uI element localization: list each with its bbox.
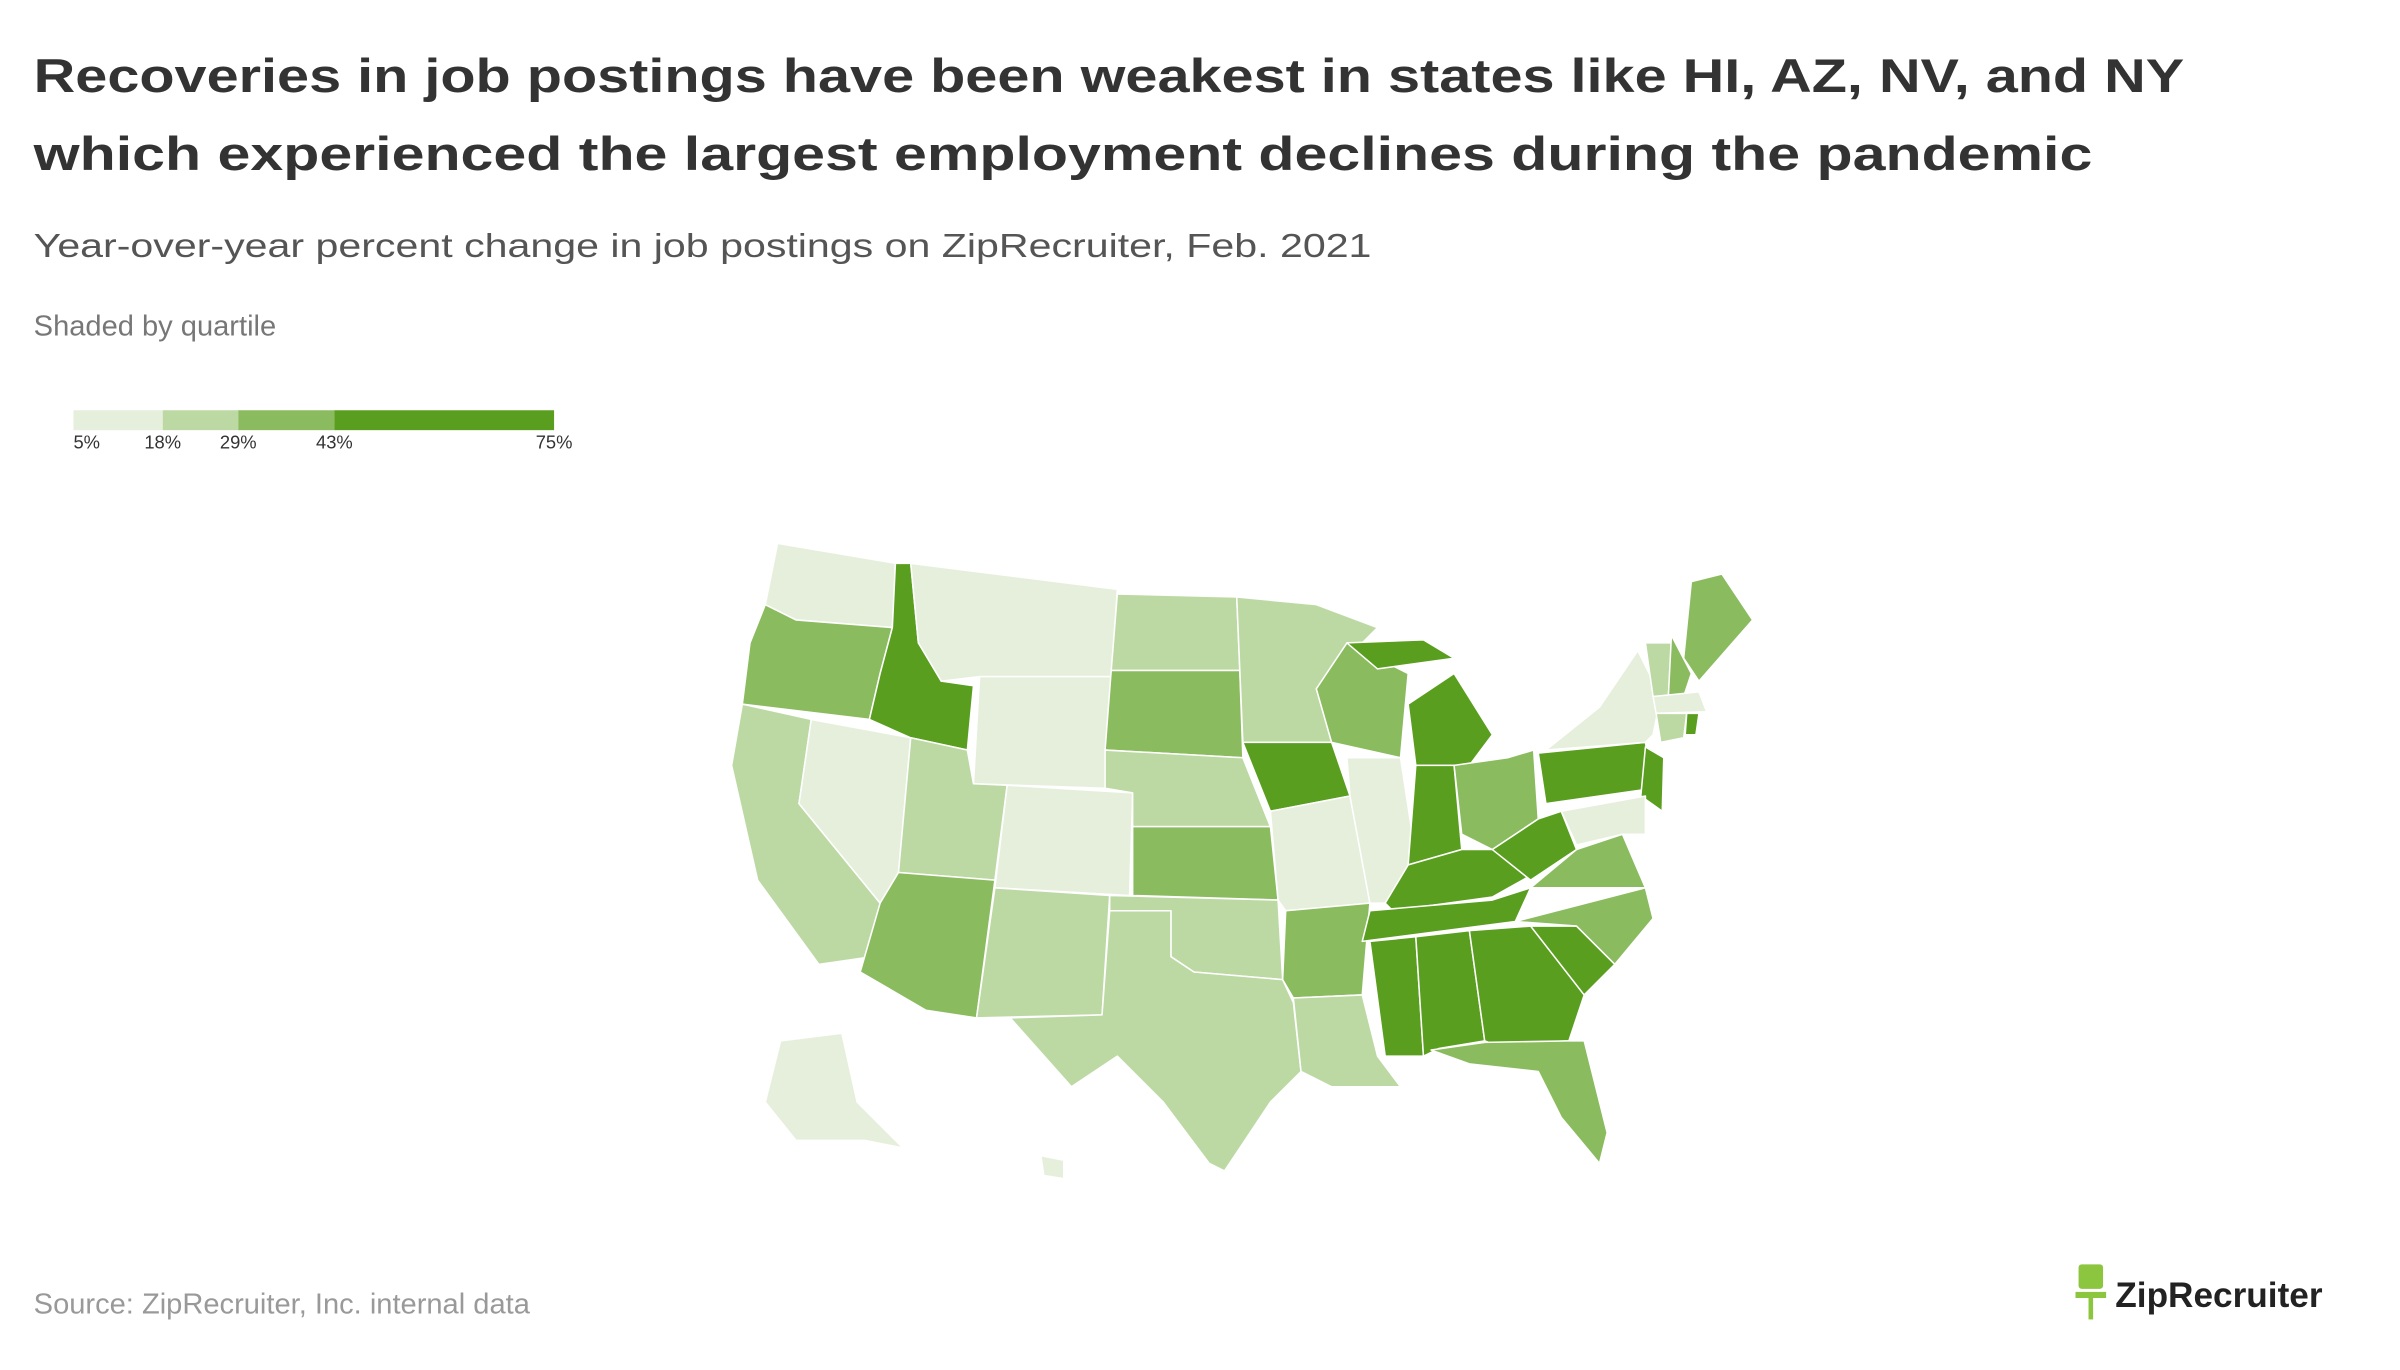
state xyxy=(1110,593,1241,672)
logo-icon xyxy=(2078,1264,2104,1289)
state xyxy=(1281,902,1371,999)
state xyxy=(1009,909,1302,1172)
source: Source: ZipRecruiter, Inc. internal data xyxy=(34,1288,531,1320)
legend-swatch xyxy=(238,410,335,431)
state xyxy=(1684,712,1700,736)
state xyxy=(1407,672,1494,767)
state xyxy=(859,871,996,1019)
state xyxy=(1104,669,1244,759)
state xyxy=(975,887,1111,1019)
state xyxy=(1640,746,1665,813)
legend-swatch xyxy=(162,410,239,431)
state xyxy=(1537,741,1654,805)
state xyxy=(1361,887,1532,943)
state xyxy=(1682,573,1754,682)
state xyxy=(1131,825,1279,901)
logo-icon xyxy=(2075,1291,2107,1299)
state xyxy=(1655,712,1688,744)
state xyxy=(1346,639,1455,670)
title-line: Recoveries in job postings have been wea… xyxy=(34,50,2185,103)
legend: 5% 18% 29% 43% 75% xyxy=(73,410,573,453)
legend-label: 43% xyxy=(316,432,353,453)
state xyxy=(1407,764,1463,866)
state xyxy=(1652,691,1708,715)
legend-swatch xyxy=(73,410,163,431)
note: Shaded by quartile xyxy=(34,310,276,342)
logo-text: ZipRecruiter xyxy=(2115,1276,2323,1315)
state xyxy=(1430,1040,1608,1165)
state xyxy=(1545,649,1662,751)
legend-label: 18% xyxy=(144,432,181,453)
title-line: which experienced the largest employment… xyxy=(32,128,2092,181)
state xyxy=(1369,936,1425,1057)
subtitle: Year-over-year percent change in job pos… xyxy=(34,228,1372,265)
legend-label: 75% xyxy=(536,432,573,453)
legend-label: 29% xyxy=(220,432,257,453)
state xyxy=(1514,887,1654,966)
state xyxy=(1292,994,1402,1088)
state xyxy=(994,784,1134,897)
state xyxy=(1315,642,1409,759)
state xyxy=(1040,1154,1065,1180)
map xyxy=(730,542,1754,1180)
logo: ZipRecruiter xyxy=(2075,1264,2323,1320)
legend-label: 5% xyxy=(73,432,100,453)
state xyxy=(1491,810,1578,881)
state xyxy=(764,1032,904,1149)
state xyxy=(909,562,1119,682)
state xyxy=(972,675,1112,790)
state xyxy=(1560,795,1647,846)
legend-swatch xyxy=(334,410,555,431)
state xyxy=(1415,929,1486,1057)
